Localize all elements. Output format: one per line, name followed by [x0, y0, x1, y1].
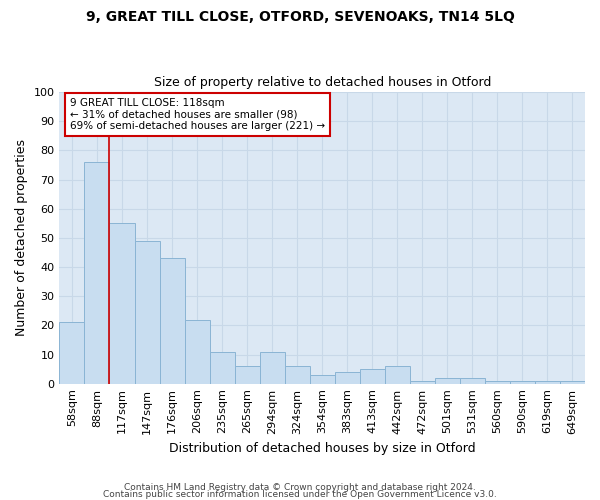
- Bar: [310, 375, 335, 384]
- Bar: [109, 224, 134, 384]
- Text: 9, GREAT TILL CLOSE, OTFORD, SEVENOAKS, TN14 5LQ: 9, GREAT TILL CLOSE, OTFORD, SEVENOAKS, …: [86, 10, 514, 24]
- Text: Contains HM Land Registry data © Crown copyright and database right 2024.: Contains HM Land Registry data © Crown c…: [124, 484, 476, 492]
- Bar: [284, 366, 310, 384]
- Bar: [335, 372, 360, 384]
- Bar: [410, 381, 435, 384]
- Bar: [360, 369, 385, 384]
- Bar: [460, 378, 485, 384]
- Bar: [235, 366, 260, 384]
- X-axis label: Distribution of detached houses by size in Otford: Distribution of detached houses by size …: [169, 442, 476, 455]
- Bar: [510, 381, 535, 384]
- Bar: [185, 320, 209, 384]
- Bar: [160, 258, 185, 384]
- Bar: [560, 381, 585, 384]
- Text: Contains public sector information licensed under the Open Government Licence v3: Contains public sector information licen…: [103, 490, 497, 499]
- Bar: [485, 381, 510, 384]
- Bar: [134, 241, 160, 384]
- Bar: [85, 162, 109, 384]
- Bar: [260, 352, 284, 384]
- Bar: [535, 381, 560, 384]
- Bar: [209, 352, 235, 384]
- Title: Size of property relative to detached houses in Otford: Size of property relative to detached ho…: [154, 76, 491, 90]
- Bar: [59, 322, 85, 384]
- Y-axis label: Number of detached properties: Number of detached properties: [15, 140, 28, 336]
- Text: 9 GREAT TILL CLOSE: 118sqm
← 31% of detached houses are smaller (98)
69% of semi: 9 GREAT TILL CLOSE: 118sqm ← 31% of deta…: [70, 98, 325, 131]
- Bar: [385, 366, 410, 384]
- Bar: [435, 378, 460, 384]
